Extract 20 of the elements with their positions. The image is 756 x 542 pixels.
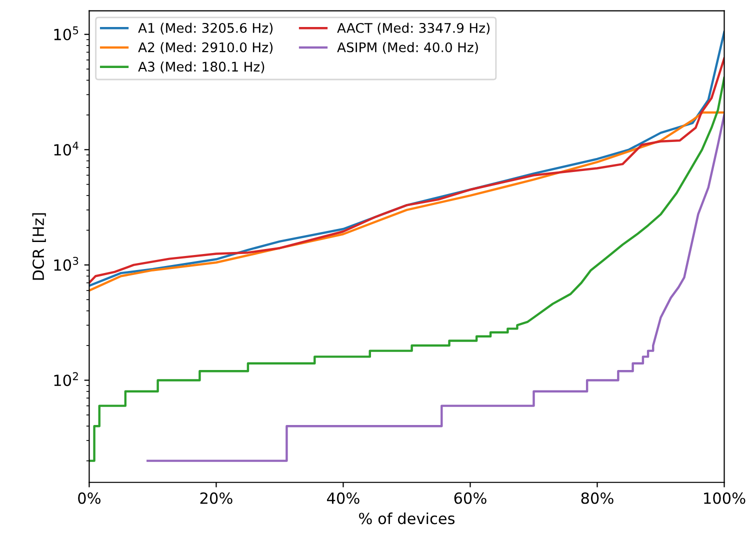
y-tick-label: 10$^{4}$: [54, 142, 78, 156]
legend-label: AACT (Med: 3347.9 Hz): [337, 22, 490, 34]
x-tick-label: 60%: [454, 492, 486, 504]
x-tick-label: 100%: [704, 492, 746, 504]
y-axis-title: DCR [Hz]: [32, 213, 46, 280]
line-series: [89, 111, 724, 292]
legend-label: A3 (Med: 180.1 Hz): [138, 61, 264, 74]
line-series: [146, 114, 724, 462]
x-tick-label: 20%: [200, 492, 232, 504]
line-series: [89, 76, 724, 462]
x-axis-title: % of devices: [359, 512, 455, 524]
y-tick-label: 10$^{3}$: [54, 256, 78, 271]
y-tick-label: 10$^{5}$: [54, 26, 78, 40]
x-tick-label: 40%: [326, 492, 360, 504]
x-tick-label: 0%: [78, 492, 100, 504]
y-tick-label: 10$^{2}$: [54, 372, 78, 386]
x-tick-label: 80%: [581, 492, 614, 504]
legend-label: A2 (Med: 2910.0 Hz): [138, 42, 273, 54]
legend-label: ASIPM (Med: 40.0 Hz): [337, 42, 478, 54]
legend-label: A1 (Med: 3205.6 Hz): [138, 22, 273, 34]
